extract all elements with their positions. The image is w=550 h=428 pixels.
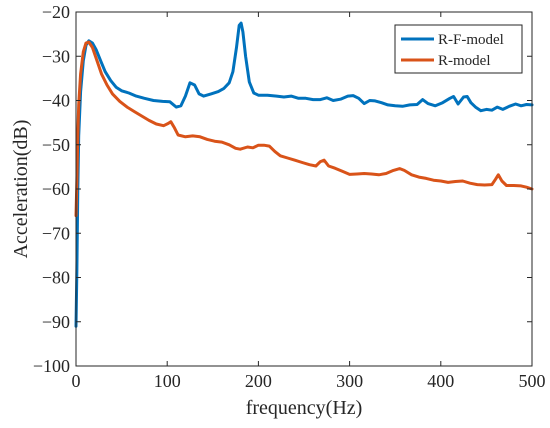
legend-label-r-model: R-model	[438, 53, 491, 69]
y-tick-label: −30	[42, 46, 70, 66]
y-tick-label: −100	[33, 356, 70, 376]
legend: R-F-model R-model	[394, 24, 523, 74]
legend-box	[394, 24, 523, 74]
y-axis-title: Acceleration(dB)	[10, 120, 32, 259]
x-tick-label: 400	[427, 371, 454, 391]
series-line-1	[74, 40, 534, 218]
x-tick-label: 100	[154, 371, 181, 391]
x-axis-title: frequency(Hz)	[246, 397, 363, 419]
y-tick-label: −70	[42, 223, 70, 243]
y-tick-label: −60	[42, 179, 70, 199]
series-layer	[74, 21, 534, 328]
y-tick-label: −50	[42, 135, 70, 155]
x-tick-label: 0	[72, 371, 81, 391]
y-tick-label: −40	[42, 91, 70, 111]
legend-label-r-f-model: R-F-model	[438, 32, 504, 48]
series-line-0	[74, 21, 534, 328]
tick-layer: 0 100 200 300 400 500 −100 −90 −80 −70 −60 −50 −40 −3…	[33, 2, 546, 391]
y-tick-label: −80	[42, 268, 70, 288]
y-tick-label: −20	[42, 2, 70, 22]
y-tick-label: −90	[42, 312, 70, 332]
x-tick-label: 500	[519, 371, 546, 391]
x-tick-label: 300	[336, 371, 363, 391]
x-tick-label: 200	[245, 371, 272, 391]
